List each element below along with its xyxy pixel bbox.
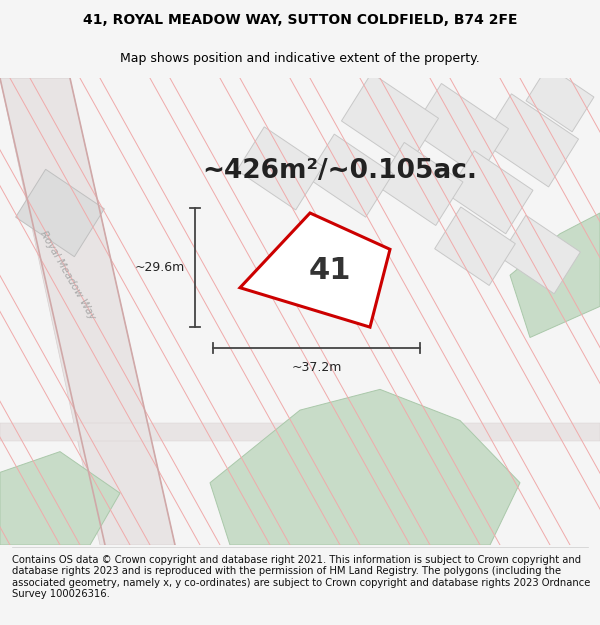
Polygon shape: [412, 84, 509, 176]
Polygon shape: [0, 452, 120, 545]
Polygon shape: [500, 215, 580, 294]
Polygon shape: [434, 207, 515, 286]
Polygon shape: [210, 389, 520, 545]
Text: Royal Meadow Way: Royal Meadow Way: [38, 229, 98, 321]
Polygon shape: [0, 422, 600, 441]
Text: Contains OS data © Crown copyright and database right 2021. This information is : Contains OS data © Crown copyright and d…: [12, 554, 590, 599]
Text: 41, ROYAL MEADOW WAY, SUTTON COLDFIELD, B74 2FE: 41, ROYAL MEADOW WAY, SUTTON COLDFIELD, …: [83, 12, 517, 26]
Polygon shape: [307, 134, 393, 217]
Text: Map shows position and indicative extent of the property.: Map shows position and indicative extent…: [120, 52, 480, 65]
Text: ~37.2m: ~37.2m: [292, 361, 341, 374]
Polygon shape: [0, 78, 175, 545]
Text: ~426m²/~0.105ac.: ~426m²/~0.105ac.: [203, 159, 478, 184]
Polygon shape: [240, 213, 390, 327]
Text: 41: 41: [309, 256, 351, 284]
Polygon shape: [237, 127, 323, 210]
Polygon shape: [526, 66, 594, 132]
Polygon shape: [510, 213, 600, 338]
Text: ~29.6m: ~29.6m: [135, 261, 185, 274]
Polygon shape: [377, 142, 463, 226]
Polygon shape: [341, 73, 439, 166]
Polygon shape: [481, 94, 578, 187]
Polygon shape: [16, 169, 104, 257]
Polygon shape: [447, 151, 533, 234]
